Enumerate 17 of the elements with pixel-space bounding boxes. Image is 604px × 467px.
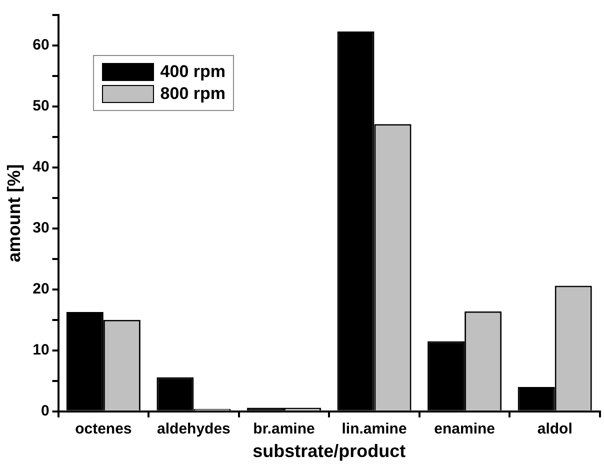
x-tick-label: br.amine bbox=[253, 420, 315, 438]
y-tick-label: 20 bbox=[32, 280, 50, 298]
legend-label: 400 rpm bbox=[160, 62, 226, 82]
x-tick-label: enamine bbox=[434, 420, 495, 438]
x-tick-label: aldol bbox=[537, 420, 572, 438]
y-axis-title: amount [%] bbox=[4, 164, 24, 262]
y-tick-label: 40 bbox=[32, 158, 50, 176]
x-tick-label: octenes bbox=[75, 420, 132, 438]
legend-label: 800 rpm bbox=[160, 84, 226, 104]
x-tick-label: lin.amine bbox=[342, 420, 407, 438]
y-tick-label: 60 bbox=[32, 36, 50, 54]
y-tick-label: 30 bbox=[32, 220, 50, 237]
y-tick-label: 50 bbox=[32, 98, 50, 115]
y-tick-label: 10 bbox=[32, 342, 50, 359]
x-axis-title: substrate/product bbox=[252, 441, 406, 462]
x-tick-label: aldehydes bbox=[157, 420, 230, 438]
y-tick-label: 0 bbox=[40, 402, 50, 420]
